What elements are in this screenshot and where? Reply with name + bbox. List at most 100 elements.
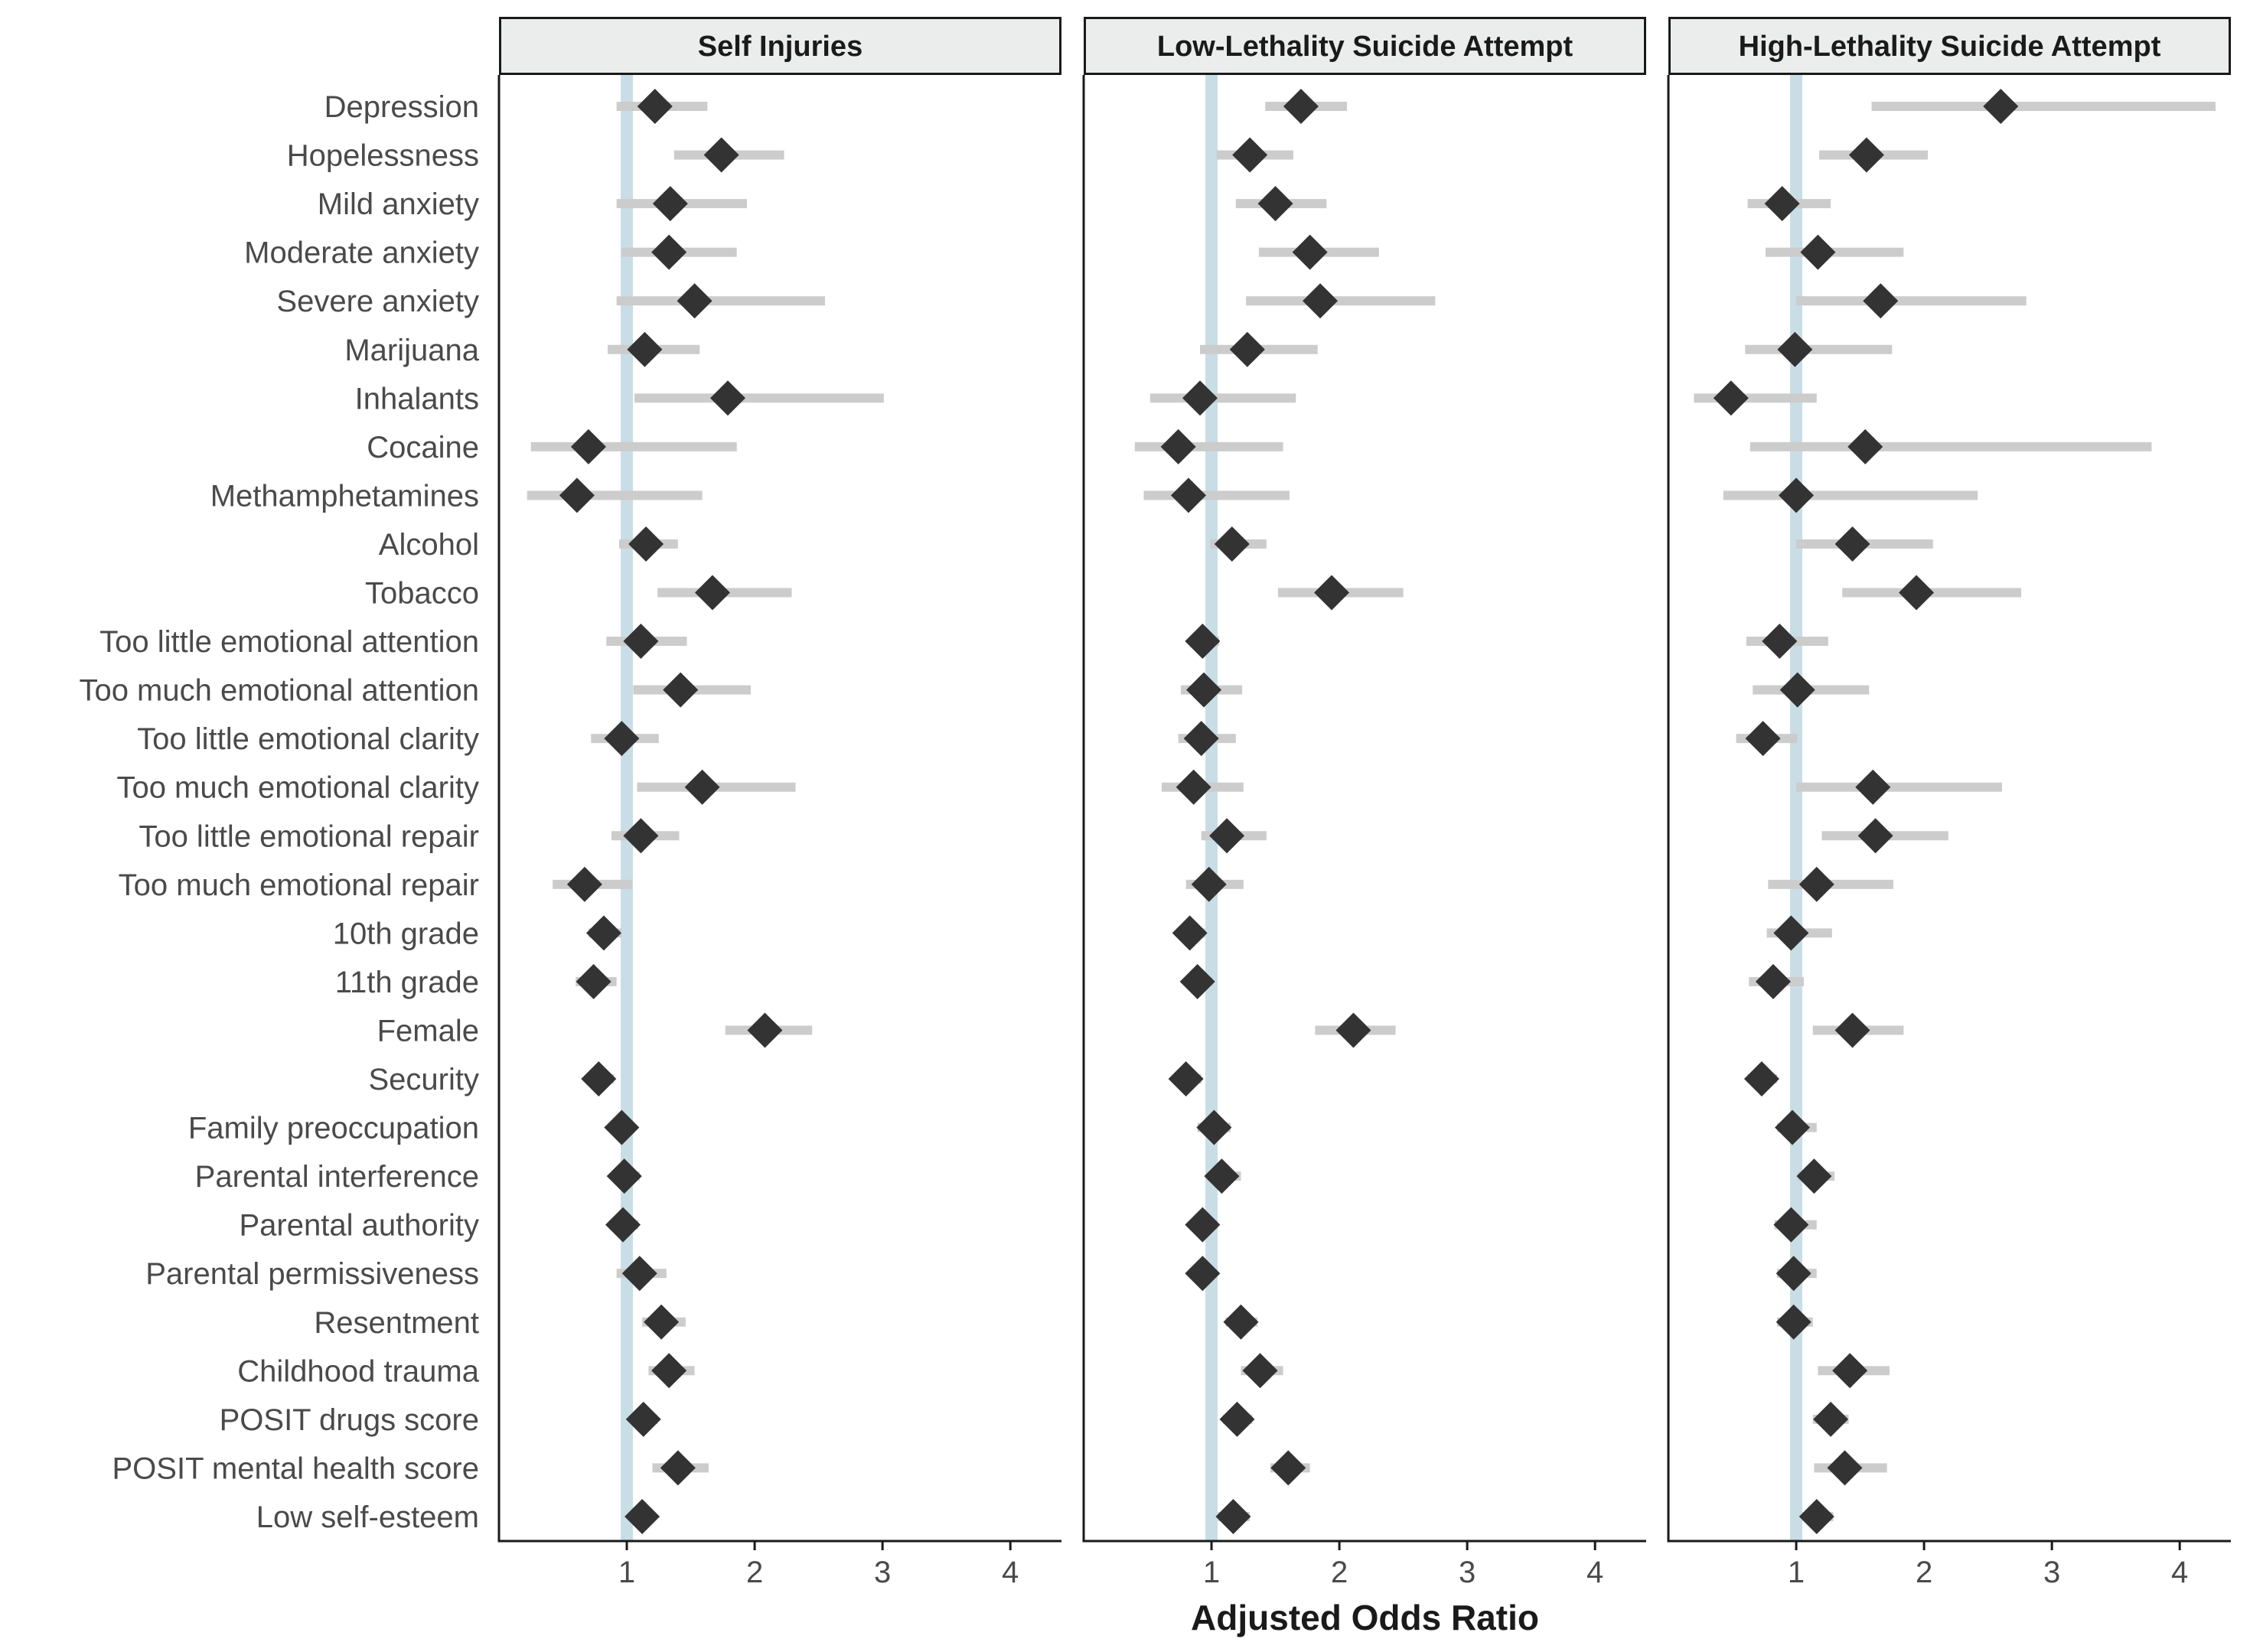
x-tick-label: 2 <box>1331 1556 1348 1589</box>
point-too-little-emotional-repair <box>1857 818 1893 854</box>
point-mild-anxiety <box>652 186 688 222</box>
row-label-female: Female <box>377 1014 479 1048</box>
ci-bar-severe-anxiety <box>616 296 825 306</box>
panel-title: High-Lethality Suicide Attempt <box>1739 31 2161 63</box>
panel-title: Self Injuries <box>698 31 862 63</box>
panel-title: Low-Lethality Suicide Attempt <box>1157 31 1573 63</box>
row-label-alcohol: Alcohol <box>379 528 479 562</box>
point-hopelessness <box>1232 137 1268 173</box>
row-label-parental-permissiveness: Parental permissiveness <box>145 1257 479 1291</box>
point-mild-anxiety <box>1257 186 1293 222</box>
point-moderate-anxiety <box>1292 234 1328 270</box>
point-low-self-esteem <box>624 1498 660 1534</box>
point-too-much-emotional-repair <box>566 866 602 902</box>
point-too-much-emotional-clarity <box>1855 769 1891 805</box>
x-tick-label: 3 <box>1459 1556 1476 1589</box>
x-tick-label: 4 <box>2171 1556 2188 1589</box>
ci-bar-depression <box>1871 102 2216 111</box>
point-parental-authority <box>1185 1207 1221 1243</box>
point-inhalants <box>710 380 746 416</box>
point-too-much-emotional-attention <box>1186 672 1222 708</box>
point-resentment <box>1776 1304 1811 1340</box>
point-family-preoccupation <box>1775 1109 1811 1145</box>
ci-bar-cocaine <box>1749 442 2152 451</box>
point-mild-anxiety <box>1764 186 1800 222</box>
row-label-methamphetamines: Methamphetamines <box>210 479 479 513</box>
row-label-marijuana: Marijuana <box>344 334 479 367</box>
row-label-moderate-anxiety: Moderate anxiety <box>244 236 479 270</box>
point-childhood-trauma <box>1832 1353 1868 1389</box>
row-label-10th-grade: 10th grade <box>333 917 479 950</box>
point-too-much-emotional-repair <box>1191 866 1227 902</box>
panel-strip <box>1084 17 1646 75</box>
ci-bar-methamphetamines <box>527 490 703 500</box>
reference-line <box>1205 75 1218 1541</box>
row-label-resentment: Resentment <box>314 1306 479 1340</box>
point-hopelessness <box>1848 137 1884 173</box>
ci-bar-cocaine <box>530 442 737 451</box>
panel-strip <box>1668 17 2231 75</box>
point-tobacco <box>1314 575 1350 611</box>
row-label-too-little-emotional-clarity: Too little emotional clarity <box>137 722 479 756</box>
point-parental-permissiveness <box>621 1256 657 1292</box>
point-posit-drugs-score <box>625 1401 661 1437</box>
panel-low-lethality: Low-Lethality Suicide Attempt 1 2 3 4 <box>1082 17 1646 1589</box>
point-low-self-esteem <box>1798 1498 1834 1534</box>
row-label-hopelessness: Hopelessness <box>287 139 479 173</box>
row-label-too-much-emotional-clarity: Too much emotional clarity <box>116 771 479 805</box>
point-inhalants <box>1713 380 1749 416</box>
point-11th-grade <box>1179 963 1215 999</box>
row-label-too-little-emotional-repair: Too little emotional repair <box>139 819 479 853</box>
x-tick-label: 2 <box>746 1556 763 1589</box>
point-posit-mental-health-score <box>1827 1450 1863 1486</box>
row-label-too-much-emotional-attention: Too much emotional attention <box>79 674 479 708</box>
x-tick-label: 1 <box>1203 1556 1220 1589</box>
row-label-posit-mental-health-score: POSIT mental health score <box>112 1452 480 1485</box>
x-tick-label: 4 <box>1586 1556 1603 1589</box>
point-marijuana <box>1229 331 1265 367</box>
point-family-preoccupation <box>1196 1109 1232 1145</box>
point-marijuana <box>627 331 663 367</box>
point-10th-grade <box>1172 915 1208 951</box>
x-tick-label: 2 <box>1916 1556 1932 1589</box>
ci-bar-methamphetamines <box>1143 490 1290 500</box>
point-cocaine <box>1160 428 1196 464</box>
point-parental-interference <box>1796 1158 1832 1194</box>
row-label-posit-drugs-score: POSIT drugs score <box>220 1403 479 1437</box>
point-marijuana <box>1777 331 1813 367</box>
x-tick-label: 3 <box>874 1556 891 1589</box>
point-alcohol <box>1834 526 1870 562</box>
point-tobacco <box>1899 575 1935 611</box>
point-too-much-emotional-attention <box>1779 672 1815 708</box>
point-resentment <box>644 1304 680 1340</box>
point-parental-authority <box>605 1207 641 1243</box>
row-label-too-much-emotional-repair: Too much emotional repair <box>119 868 479 902</box>
row-label-inhalants: Inhalants <box>355 382 479 415</box>
row-label-parental-interference: Parental interference <box>195 1160 479 1194</box>
point-cocaine <box>570 428 606 464</box>
x-axis-title: Adjusted Odds Ratio <box>1191 1598 1539 1637</box>
point-childhood-trauma <box>651 1353 687 1389</box>
x-tick-label: 1 <box>1788 1556 1805 1589</box>
ci-bar-too-much-emotional-clarity <box>1796 782 2002 792</box>
point-depression <box>1983 89 2019 124</box>
ci-bar-inhalants <box>1694 393 1817 403</box>
point-too-little-emotional-attention <box>1762 624 1798 660</box>
point-too-little-emotional-repair <box>623 818 659 854</box>
x-tick-label: 3 <box>2043 1556 2060 1589</box>
point-10th-grade <box>1773 915 1809 951</box>
point-too-little-emotional-repair <box>1209 818 1245 854</box>
point-parental-permissiveness <box>1776 1256 1811 1292</box>
point-depression <box>637 89 673 124</box>
row-label-family-preoccupation: Family preoccupation <box>188 1112 479 1145</box>
point-too-much-emotional-clarity <box>1176 769 1211 805</box>
point-too-little-emotional-attention <box>623 624 659 660</box>
row-label-security: Security <box>369 1063 480 1096</box>
x-tick-label: 4 <box>1002 1556 1019 1589</box>
panel-self-injuries: Self Injuries 1 2 3 4 <box>497 17 1061 1589</box>
point-moderate-anxiety <box>651 234 687 270</box>
ci-bar-inhalants <box>634 393 884 403</box>
point-female <box>1335 1012 1371 1048</box>
ci-bar-inhalants <box>1149 393 1296 403</box>
